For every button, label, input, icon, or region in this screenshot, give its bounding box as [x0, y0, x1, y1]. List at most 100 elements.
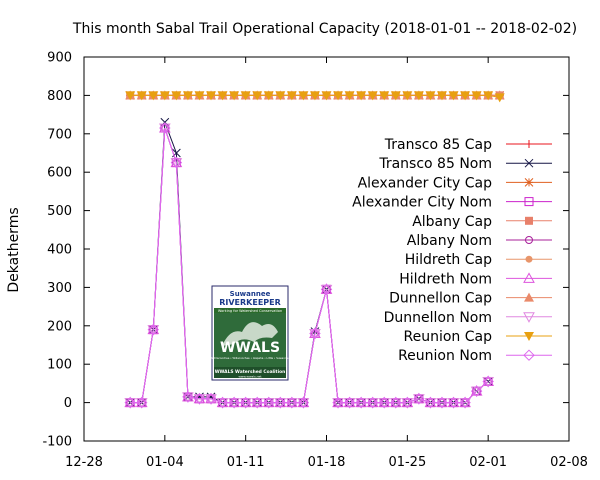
data-point	[413, 91, 424, 101]
data-point	[390, 396, 402, 409]
data-point	[252, 91, 263, 101]
legend-entry: Hildreth Cap	[405, 252, 552, 268]
data-point	[297, 396, 310, 409]
logo-rivers: Withlacoochee • Willacoochee • Alapaha •…	[210, 356, 290, 360]
legend-marker	[525, 140, 533, 148]
data-point	[148, 91, 159, 101]
x-tick-label: 02-01	[469, 455, 507, 470]
data-point	[320, 284, 333, 296]
y-tick-label: 900	[47, 51, 72, 66]
logo-url: www.wwals.net	[238, 375, 262, 379]
legend-marker	[524, 178, 534, 187]
legend-entry: Dunnellon Nom	[384, 310, 552, 326]
legend-label: Reunion Cap	[404, 329, 493, 345]
data-point	[229, 91, 240, 101]
data-point	[159, 91, 170, 101]
legend-entry: Albany Cap	[412, 214, 552, 230]
y-tick-label: 700	[47, 127, 72, 142]
legend-marker	[524, 158, 534, 168]
data-point	[147, 323, 159, 336]
legend-entry: Alexander City Cap	[358, 175, 552, 191]
y-tick-label: -100	[42, 435, 72, 450]
legend-label: Dunnellon Cap	[389, 291, 492, 307]
legend-label: Alexander City Cap	[358, 175, 493, 191]
legend-label: Transco 85 Nom	[378, 156, 492, 172]
y-tick-label: 200	[47, 319, 72, 334]
data-point	[216, 396, 229, 409]
x-tick-label: 01-18	[308, 455, 346, 470]
plot-frame	[83, 56, 570, 442]
data-point	[425, 91, 436, 101]
data-point	[206, 91, 217, 101]
legend-label: Albany Cap	[412, 214, 492, 230]
data-point	[320, 283, 333, 296]
data-point	[274, 396, 287, 409]
legend-entry: Albany Nom	[407, 233, 552, 249]
data-point	[251, 396, 263, 409]
data-point	[182, 391, 194, 403]
legend-marker	[523, 349, 535, 361]
y-tick-label: 100	[47, 358, 72, 373]
legend-label: Reunion Nom	[398, 348, 492, 364]
data-point	[240, 91, 251, 101]
data-point	[275, 91, 286, 101]
data-point	[379, 91, 390, 101]
y-tick-label: 0	[64, 396, 72, 411]
legend-marker	[524, 332, 534, 341]
data-point	[459, 396, 471, 409]
x-axis-ticks: 12-28 01-04 01-11 01-18 01-25 02-01 02-08	[65, 57, 588, 470]
logo-wordmark: WWALS	[220, 340, 280, 356]
data-point	[448, 91, 459, 101]
series-reunion-cap	[125, 91, 505, 103]
data-point	[309, 91, 320, 101]
data-point	[494, 93, 505, 103]
legend-entry: Alexander City Nom	[352, 195, 552, 211]
y-axis-ticks: -100 0 100 200 300 400 500 600 700 800 900	[42, 51, 569, 450]
data-point	[332, 396, 344, 409]
data-point	[390, 91, 401, 101]
chart-legend: Transco 85 Cap Transco 85 Nom Alexander Ci…	[352, 137, 552, 364]
legend-marker	[523, 272, 535, 283]
legend-marker	[524, 197, 534, 207]
data-point	[298, 91, 309, 101]
wwals-logo: Suwannee RIVERKEEPER Working for Watersh…	[210, 285, 290, 381]
legend-entry: Dunnellon Cap	[389, 291, 552, 307]
y-tick-label: 400	[47, 243, 72, 258]
data-point	[217, 91, 228, 101]
legend-label: Transco 85 Cap	[384, 137, 492, 153]
data-point	[136, 91, 147, 101]
data-point	[482, 376, 495, 388]
data-point	[228, 396, 240, 409]
data-point	[402, 91, 413, 101]
data-point	[333, 91, 344, 101]
y-axis-label: Dekatherms	[6, 207, 22, 292]
series-layer	[124, 90, 505, 409]
data-point	[205, 393, 217, 405]
data-point	[470, 386, 483, 398]
data-point	[356, 91, 367, 101]
data-point	[413, 393, 425, 405]
data-point	[182, 91, 193, 101]
legend-marker	[524, 292, 534, 302]
legend-marker	[525, 255, 533, 263]
data-point	[378, 396, 390, 409]
data-point	[193, 393, 206, 405]
legend-label: Albany Nom	[407, 233, 492, 249]
data-point	[344, 91, 355, 101]
logo-tagline: Working for Watershed Conservation	[218, 309, 282, 313]
data-point	[483, 91, 494, 101]
logo-line1: Suwannee	[230, 290, 271, 298]
data-point	[125, 91, 136, 101]
legend-entry: Reunion Nom	[398, 348, 552, 364]
y-tick-label: 800	[47, 89, 72, 104]
y-tick-label: 300	[47, 281, 72, 296]
data-point	[170, 158, 183, 169]
x-tick-label: 01-11	[227, 455, 265, 470]
data-point	[263, 396, 275, 409]
x-tick-label: 01-25	[388, 455, 426, 470]
legend-label: Hildreth Cap	[405, 252, 492, 268]
x-tick-label: 02-08	[550, 455, 588, 470]
legend-marker	[525, 236, 533, 244]
data-point	[367, 91, 378, 101]
